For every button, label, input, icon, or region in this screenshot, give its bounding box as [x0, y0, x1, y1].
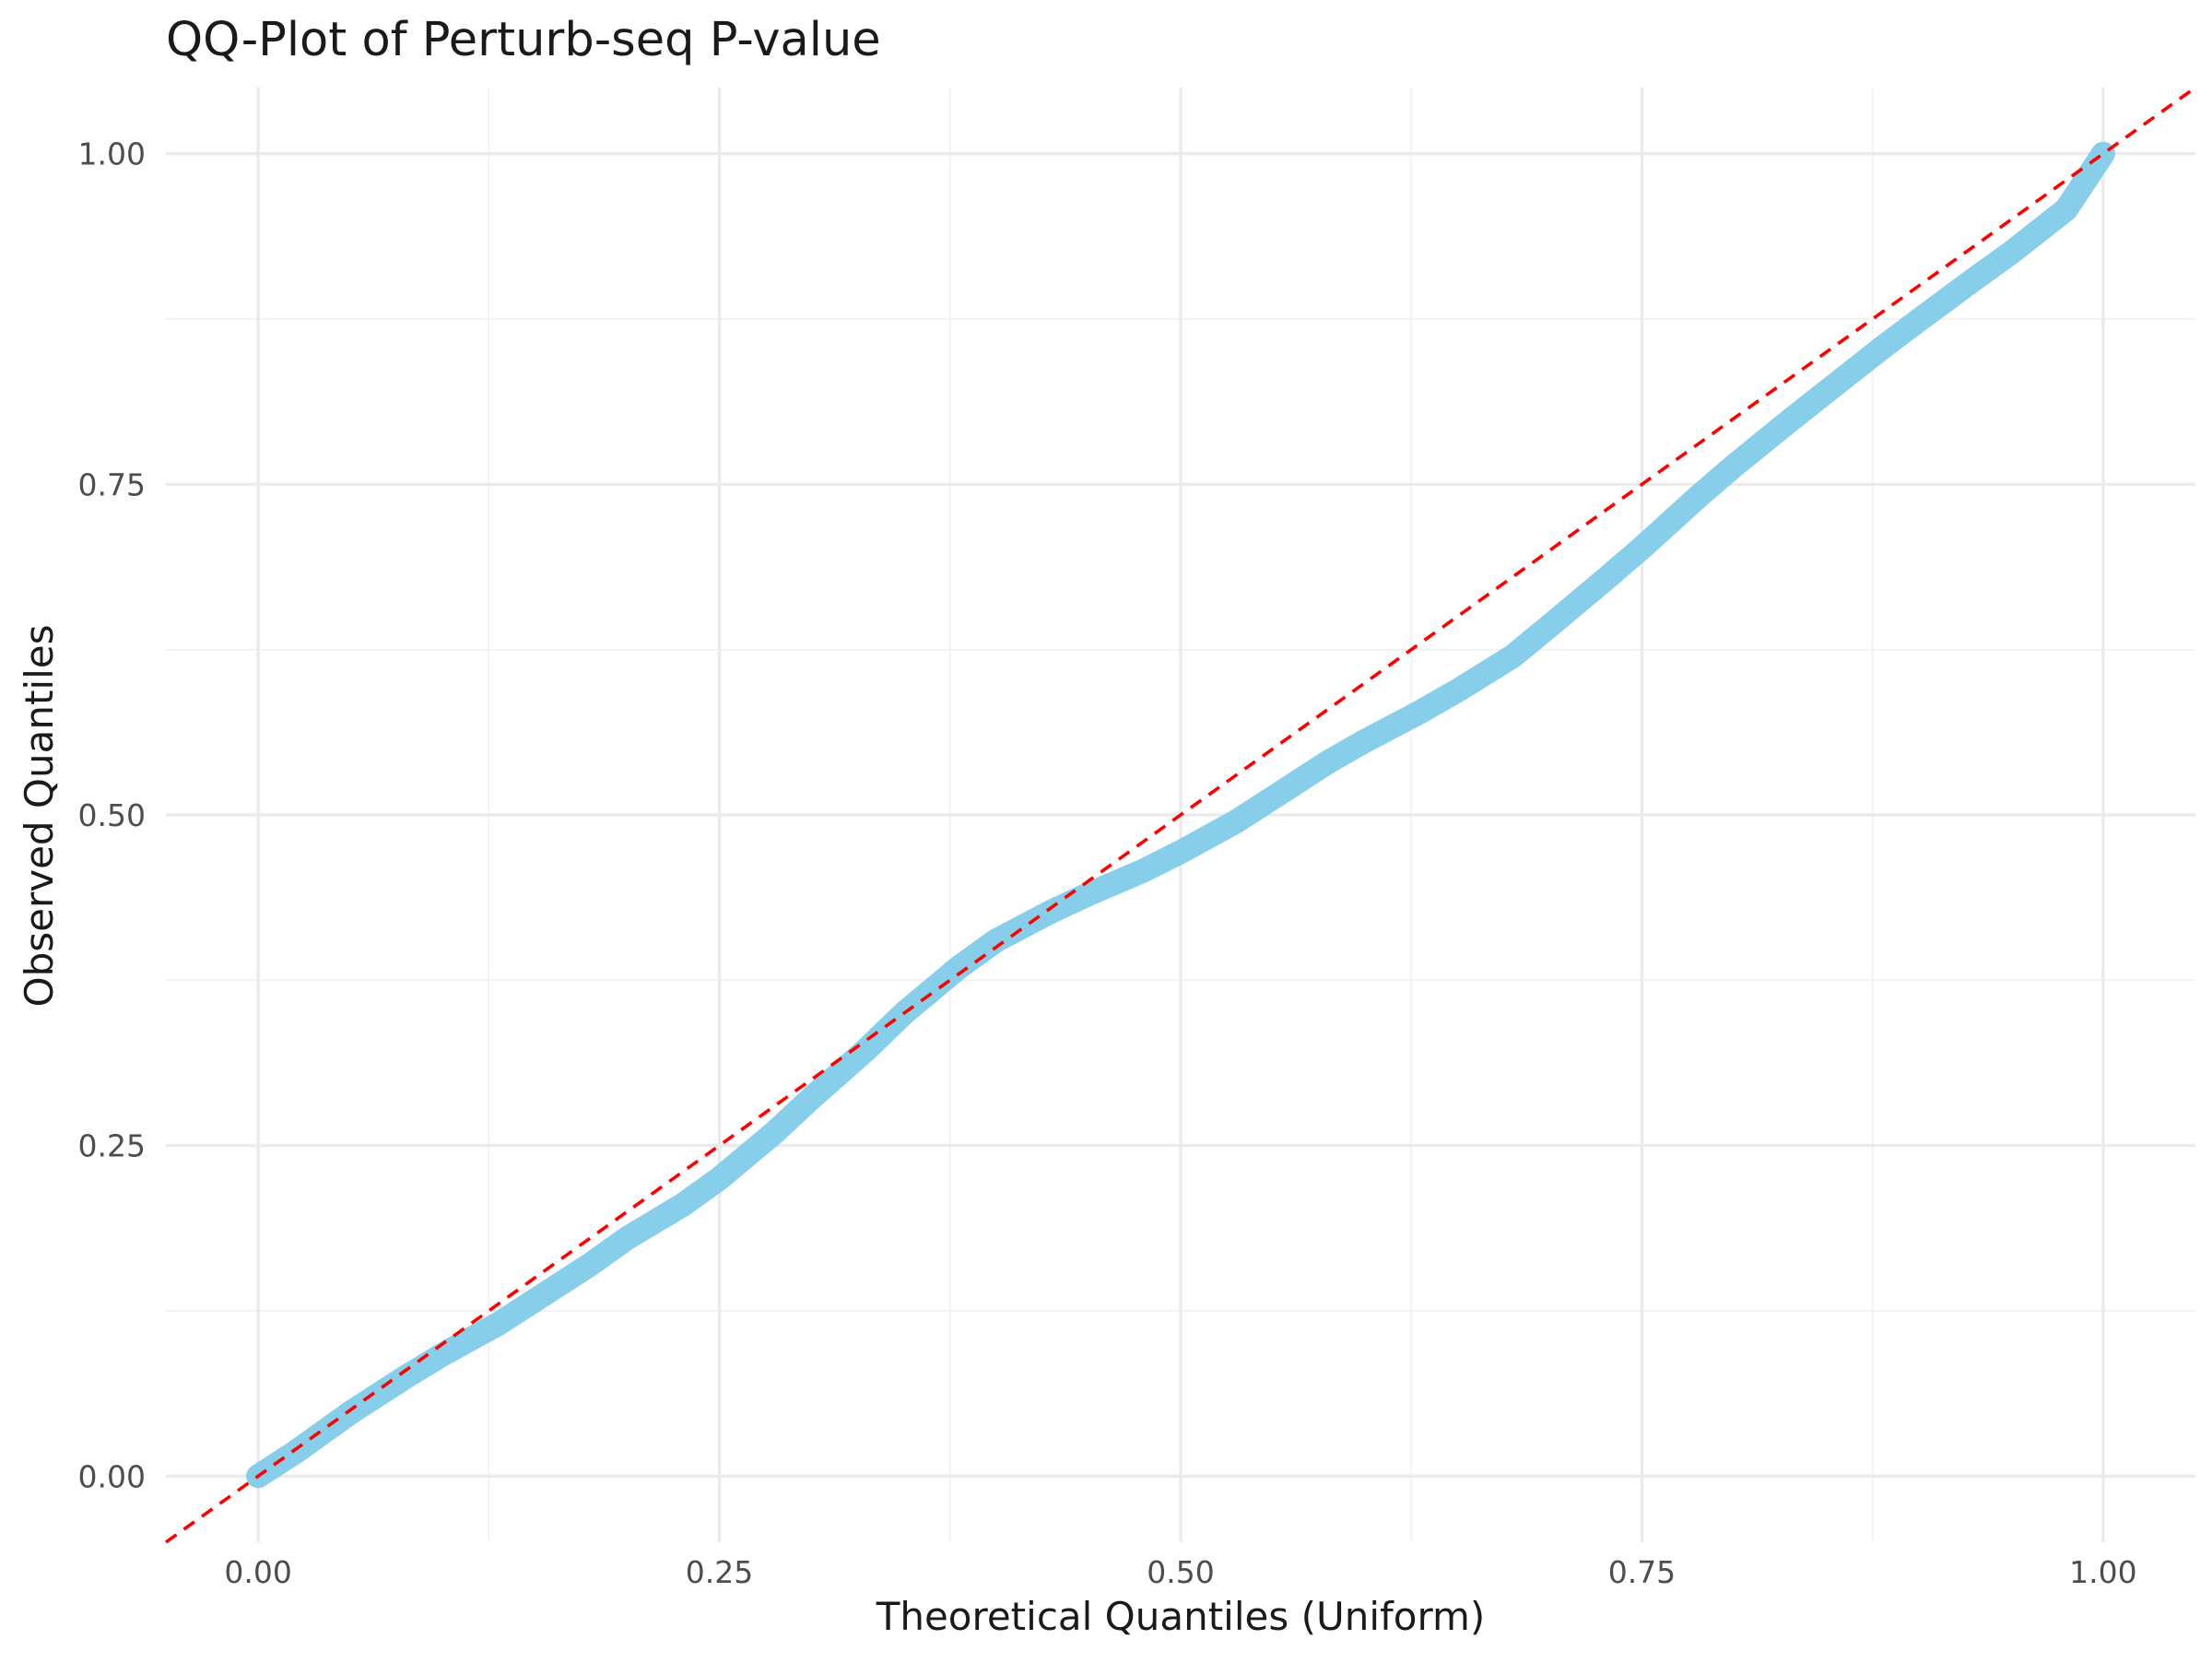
axis-ticks: 0.00 0.25 0.50 0.75 1.00 0.00 0.25 0.50 0.75 1.00 [78, 136, 2137, 1590]
x-axis-title: Theoretical Quantiles (Uniform) [876, 1594, 1486, 1639]
reference-diagonal-line [164, 86, 2197, 1544]
y-tick-label: 0.00 [78, 1458, 146, 1494]
x-tick-label: 0.50 [1147, 1554, 1214, 1590]
x-tick-label: 0.75 [1608, 1554, 1676, 1590]
observed-quantiles-line [246, 141, 2115, 1489]
y-tick-label: 0.25 [78, 1128, 146, 1164]
x-tick-label: 0.00 [224, 1554, 291, 1590]
plot-area [164, 86, 2197, 1544]
x-tick-label: 1.00 [2069, 1554, 2136, 1590]
y-tick-label: 0.50 [78, 797, 146, 833]
y-tick-label: 0.75 [78, 466, 146, 502]
x-tick-label: 0.25 [686, 1554, 753, 1590]
y-axis-title: Observed Quantiles [17, 625, 62, 1008]
y-tick-label: 1.00 [78, 136, 146, 172]
grid [166, 88, 2195, 1542]
chart-title: QQ-Plot of Perturb-seq P-value [166, 13, 881, 67]
